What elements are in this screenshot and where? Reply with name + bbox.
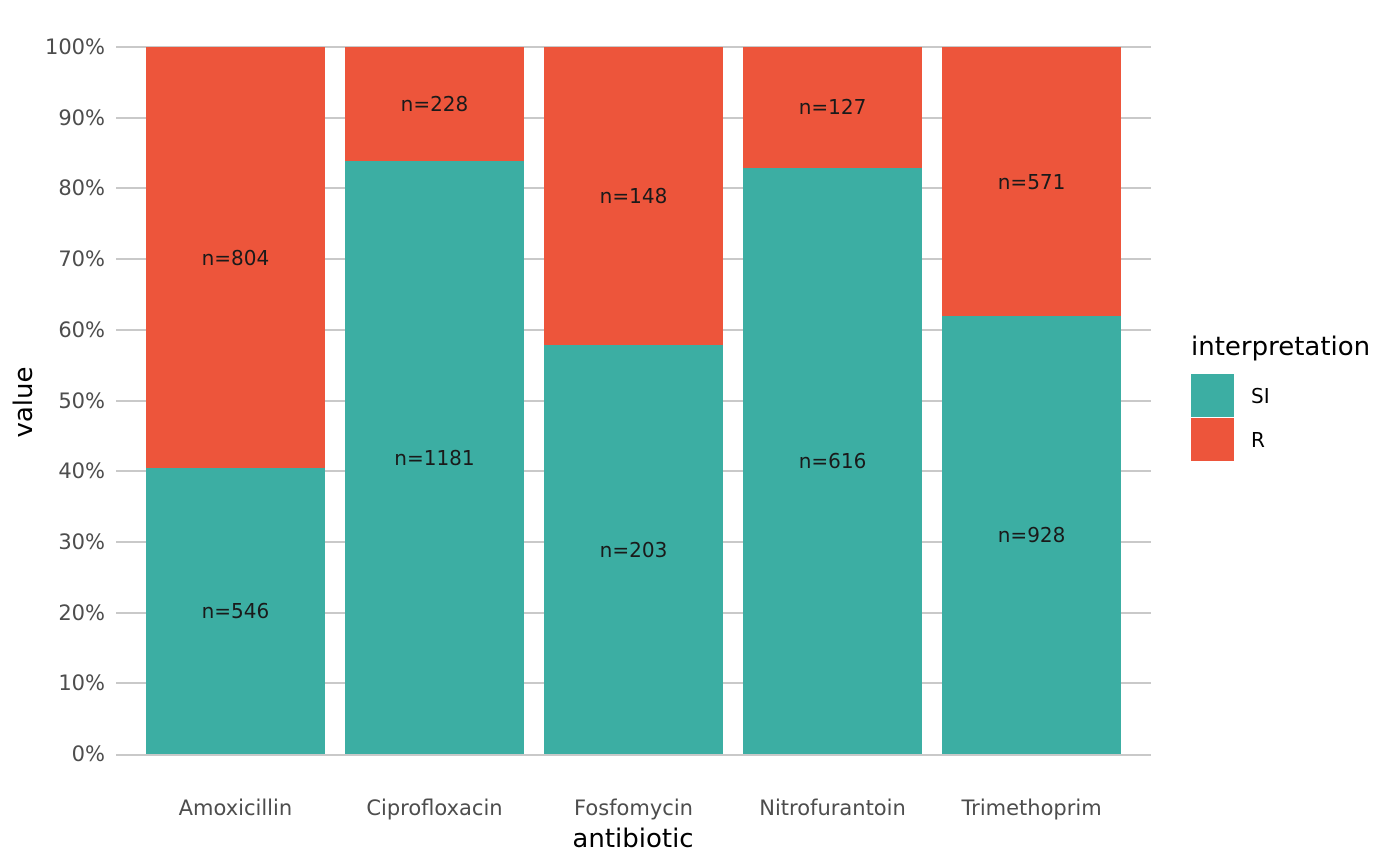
- legend-label-r: R: [1251, 427, 1265, 452]
- x-tick-label-nitrofurantoin: Nitrofurantoin: [759, 796, 906, 820]
- y-tick-label-50%: 50%: [58, 388, 105, 413]
- legend-title: interpretation: [1191, 332, 1371, 362]
- bar-label-r-nitrofurantoin: n=127: [798, 95, 867, 120]
- bar-ciprofloxacin: n=228 n=1181: [344, 47, 525, 754]
- bar-label-si-amoxicillin: n=546: [201, 599, 270, 624]
- x-tick-label-amoxicillin: Amoxicillin: [178, 796, 293, 820]
- bar-segment-r-ciprofloxacin: [344, 47, 525, 162]
- bar-segment-r-amoxicillin: [145, 47, 325, 469]
- bar-label-r-trimethoprim: n=571: [997, 169, 1066, 194]
- bar-segment-si-ciprofloxacin: [344, 161, 525, 754]
- bar-label-si-trimethoprim: n=928: [997, 523, 1066, 548]
- legend-item-si: SI: [1191, 374, 1370, 417]
- bar-label-si-ciprofloxacin: n=1181: [394, 445, 475, 470]
- legend-swatch-si: [1191, 374, 1234, 417]
- y-tick-label-20%: 20%: [58, 600, 105, 625]
- legend-items: SI R: [1191, 374, 1370, 461]
- y-tick-label-60%: 60%: [58, 317, 105, 342]
- x-tick-label-fosfomycin: Fosfomycin: [574, 796, 693, 820]
- x-axis-title: antibiotic: [572, 824, 694, 854]
- bar-label-r-amoxicillin: n=804: [201, 245, 270, 270]
- bar-segment-r-fosfomycin: [543, 47, 724, 346]
- bar-label-r-fosfomycin: n=148: [599, 184, 668, 209]
- bar-segment-si-fosfomycin: [543, 345, 724, 754]
- bar-segment-r-nitrofurantoin: [742, 47, 923, 168]
- bar-segment-si-amoxicillin: [145, 468, 325, 754]
- bar-fosfomycin: n=148 n=203: [543, 47, 724, 754]
- legend-item-r: R: [1191, 418, 1370, 461]
- x-tick-label-ciprofloxacin: Ciprofloxacin: [366, 796, 503, 820]
- plot-panel: n=804 n=546 n=228 n=1181 n=148 n=203 n=127 n=61…: [116, 46, 1151, 756]
- y-tick-label-30%: 30%: [58, 529, 105, 554]
- legend-label-si: SI: [1251, 383, 1270, 408]
- y-tick-label-80%: 80%: [58, 176, 105, 201]
- bar-nitrofurantoin: n=127 n=616: [742, 47, 923, 754]
- y-tick-label-0%: 0%: [71, 742, 105, 766]
- legend: interpretation SI R: [1191, 332, 1370, 462]
- bar-trimethoprim: n=571 n=928: [942, 47, 1122, 754]
- bar-label-r-ciprofloxacin: n=228: [400, 92, 469, 117]
- bar-segment-si-nitrofurantoin: [742, 167, 923, 754]
- bar-amoxicillin: n=804 n=546: [145, 47, 325, 754]
- bar-segment-si-trimethoprim: [942, 316, 1122, 754]
- bar-label-si-nitrofurantoin: n=616: [798, 448, 867, 473]
- y-tick-label-100%: 100%: [44, 35, 105, 59]
- y-tick-label-40%: 40%: [58, 459, 105, 484]
- bar-segment-r-trimethoprim: [942, 47, 1122, 317]
- legend-swatch-r: [1191, 418, 1234, 461]
- y-tick-label-10%: 10%: [58, 671, 105, 696]
- y-tick-label-90%: 90%: [58, 105, 105, 130]
- x-tick-label-trimethoprim: Trimethoprim: [961, 796, 1102, 820]
- bar-label-si-fosfomycin: n=203: [599, 537, 668, 562]
- gridline-0%: [116, 754, 1151, 756]
- y-tick-label-70%: 70%: [58, 247, 105, 272]
